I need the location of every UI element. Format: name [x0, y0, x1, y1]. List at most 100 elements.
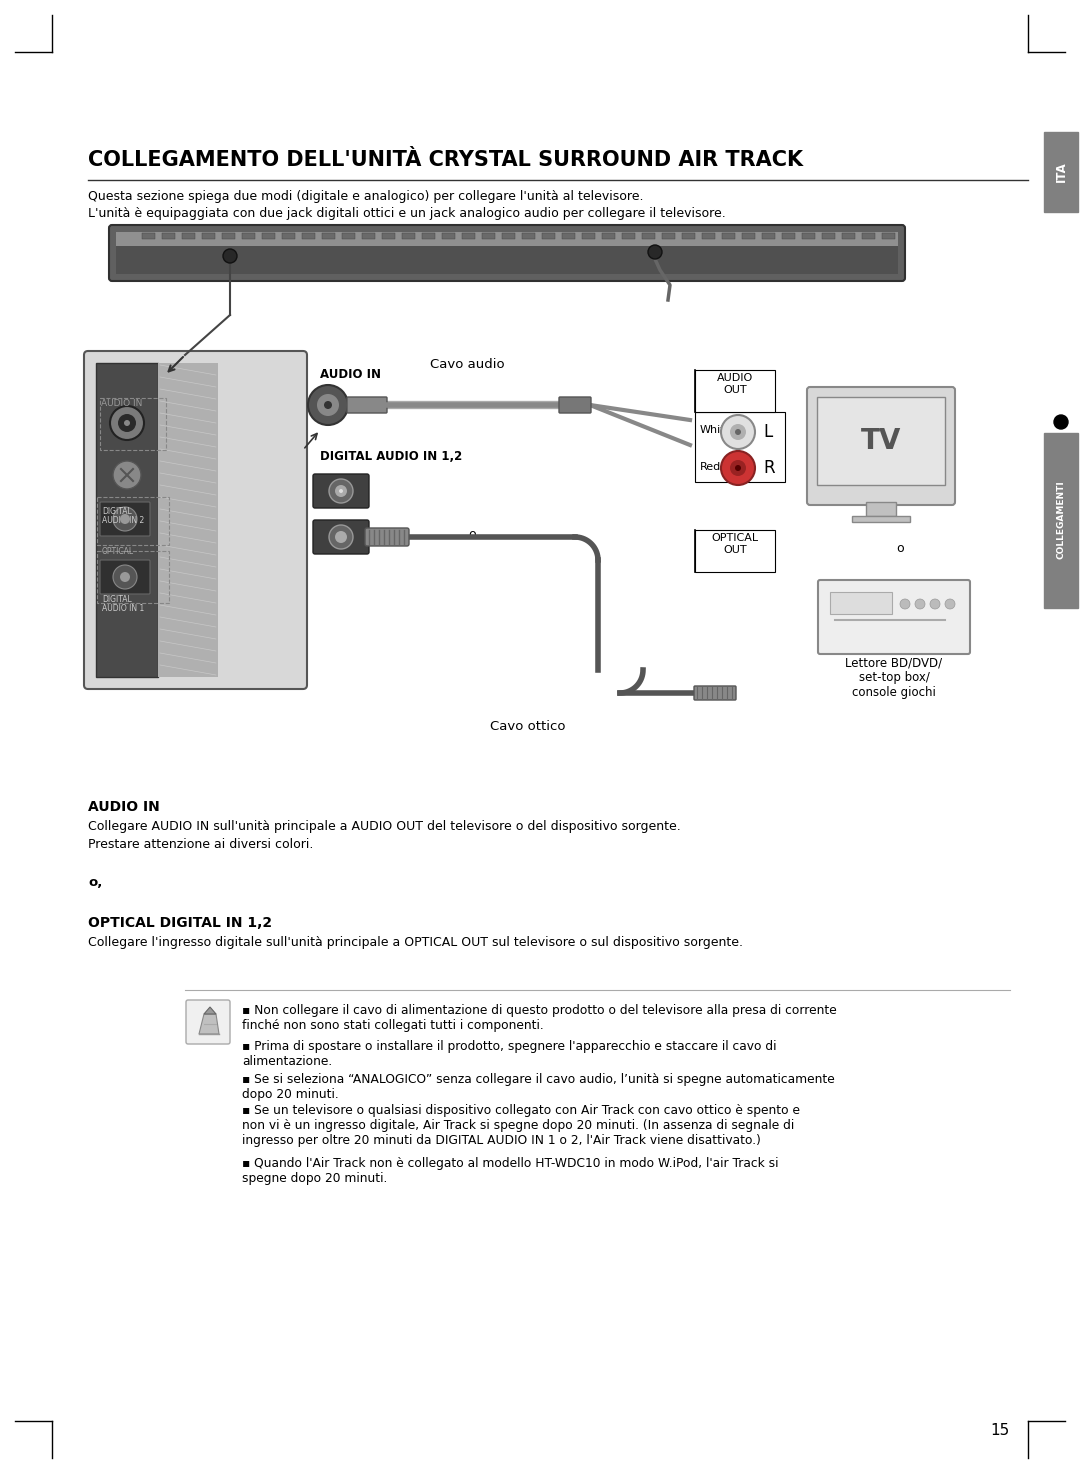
Bar [282, 233, 295, 239]
Circle shape [124, 420, 130, 426]
Circle shape [329, 524, 353, 549]
Bar [1044, 433, 1078, 608]
Polygon shape [199, 1013, 219, 1034]
Circle shape [118, 414, 136, 432]
Text: DIGITAL AUDIO IN 1,2: DIGITAL AUDIO IN 1,2 [320, 449, 462, 463]
Circle shape [1054, 415, 1068, 429]
Text: OPTICAL
OUT: OPTICAL OUT [712, 533, 758, 555]
FancyBboxPatch shape [696, 530, 775, 572]
Bar [822, 233, 835, 239]
Bar [422, 233, 435, 239]
Bar [158, 362, 218, 678]
Text: Red: Red [700, 463, 721, 471]
Text: Prestare attenzione ai diversi colori.: Prestare attenzione ai diversi colori. [87, 838, 313, 851]
Circle shape [339, 489, 343, 493]
Circle shape [335, 485, 347, 496]
Text: ▪ Prima di spostare o installare il prodotto, spegnere l'apparecchio e staccare : ▪ Prima di spostare o installare il prod… [242, 1040, 777, 1068]
Bar [562, 233, 575, 239]
FancyBboxPatch shape [818, 580, 970, 654]
Bar [702, 233, 715, 239]
FancyBboxPatch shape [559, 398, 591, 412]
Bar [882, 233, 895, 239]
Text: COLLEGAMENTI: COLLEGAMENTI [1056, 480, 1066, 560]
Circle shape [318, 393, 339, 415]
Text: Cavo ottico: Cavo ottico [490, 720, 566, 734]
Bar [402, 233, 415, 239]
Bar [542, 233, 555, 239]
Text: AUDIO IN: AUDIO IN [102, 399, 143, 408]
Circle shape [222, 249, 237, 264]
FancyBboxPatch shape [365, 527, 409, 546]
Bar [816, 398, 945, 485]
Bar [862, 233, 875, 239]
Bar [116, 246, 897, 274]
Circle shape [721, 415, 755, 449]
Text: o,: o, [87, 876, 103, 890]
Circle shape [113, 461, 141, 489]
Text: R: R [762, 460, 774, 477]
Bar [97, 496, 168, 545]
FancyBboxPatch shape [347, 398, 387, 412]
Circle shape [308, 384, 348, 426]
Text: AUDIO
OUT: AUDIO OUT [717, 373, 753, 395]
Bar [322, 233, 335, 239]
Text: o: o [469, 529, 476, 542]
Bar [502, 233, 515, 239]
Text: ▪ Non collegare il cavo di alimentazione di questo prodotto o del televisore all: ▪ Non collegare il cavo di alimentazione… [242, 1005, 837, 1033]
Text: L: L [762, 423, 772, 440]
FancyBboxPatch shape [100, 560, 150, 594]
FancyBboxPatch shape [313, 474, 369, 508]
Text: AUDIO IN: AUDIO IN [320, 368, 381, 382]
FancyBboxPatch shape [313, 520, 369, 554]
Bar [462, 233, 475, 239]
Bar [342, 233, 355, 239]
Bar [100, 398, 166, 449]
Bar [1044, 133, 1078, 212]
Bar [842, 233, 855, 239]
Bar [482, 233, 495, 239]
Bar [642, 233, 654, 239]
Text: o: o [896, 542, 904, 554]
Circle shape [735, 465, 741, 471]
Circle shape [335, 530, 347, 544]
Bar [662, 233, 675, 239]
Bar [97, 551, 168, 602]
Bar [852, 516, 910, 521]
Circle shape [120, 514, 130, 524]
Bar [222, 233, 235, 239]
Text: 15: 15 [990, 1423, 1010, 1438]
Circle shape [930, 600, 940, 608]
Text: ▪ Quando l'Air Track non è collegato al modello HT-WDC10 in modo W.iPod, l'air T: ▪ Quando l'Air Track non è collegato al … [242, 1156, 779, 1184]
Bar [262, 233, 275, 239]
FancyBboxPatch shape [696, 370, 775, 412]
Bar [622, 233, 635, 239]
Circle shape [730, 460, 746, 476]
Bar [602, 233, 615, 239]
Text: L'unità è equipaggiata con due jack digitali ottici e un jack analogico audio pe: L'unità è equipaggiata con due jack digi… [87, 208, 726, 219]
Text: DIGITAL: DIGITAL [102, 507, 132, 516]
FancyBboxPatch shape [100, 502, 150, 536]
Bar [742, 233, 755, 239]
Bar [96, 362, 158, 678]
Bar [162, 233, 175, 239]
Text: Cavo audio: Cavo audio [430, 358, 504, 371]
Bar [866, 502, 896, 516]
Circle shape [324, 401, 332, 409]
Circle shape [120, 572, 130, 582]
Bar [582, 233, 595, 239]
Bar [522, 233, 535, 239]
Circle shape [113, 507, 137, 530]
FancyBboxPatch shape [84, 351, 307, 689]
Bar [242, 233, 255, 239]
FancyBboxPatch shape [186, 1000, 230, 1044]
Text: AUDIO IN 2: AUDIO IN 2 [102, 516, 145, 524]
Bar [141, 233, 156, 239]
Text: White: White [700, 426, 732, 435]
Circle shape [735, 429, 741, 435]
Text: AUDIO IN: AUDIO IN [87, 800, 160, 815]
Text: OPTICAL: OPTICAL [102, 546, 134, 555]
Text: ITA: ITA [1054, 162, 1067, 183]
Bar [723, 233, 735, 239]
Bar [442, 233, 455, 239]
Text: OPTICAL DIGITAL IN 1,2: OPTICAL DIGITAL IN 1,2 [87, 916, 272, 929]
